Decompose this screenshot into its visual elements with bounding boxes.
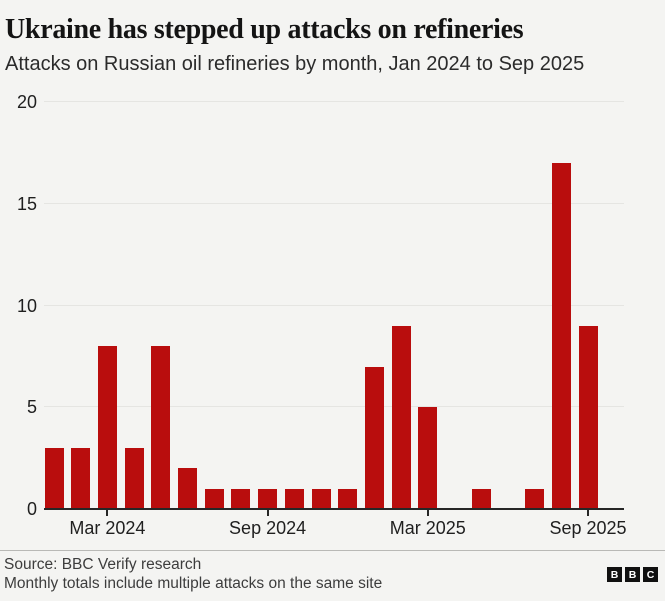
chart-subtitle: Attacks on Russian oil refineries by mon… <box>5 53 585 75</box>
y-axis-label-10: 10 <box>16 295 37 316</box>
bar-jun-2024 <box>178 468 197 509</box>
y-axis-label-0: 0 <box>26 499 37 519</box>
bbc-logo: B B C <box>607 567 658 582</box>
bar-aug-2024 <box>231 488 251 509</box>
x-axis-label-0: Mar 2024 <box>69 518 146 538</box>
bar-jan-2024 <box>44 447 64 509</box>
x-axis-tick-1 <box>266 509 269 516</box>
x-axis-label-2: Mar 2025 <box>389 518 466 538</box>
bar-feb-2024 <box>71 447 91 509</box>
bar-chart-plot-area: 0 5 10 15 20 Mar 2024 Sep 2024 Mar 2025 Sep 2025 <box>17 93 627 538</box>
bar-mar-2025 <box>418 407 438 509</box>
page-title: Ukraine has stepped up attacks on refine… <box>5 14 524 45</box>
y-axis-label-20: 20 <box>16 92 37 112</box>
source-block: Source: BBC Verify research Monthly tota… <box>4 556 382 593</box>
y-axis-label-15: 15 <box>16 193 37 214</box>
gridline-10 <box>44 304 624 306</box>
bar-jul-2024 <box>204 488 224 509</box>
bar-apr-2024 <box>124 447 144 509</box>
x-axis-tick-3 <box>587 509 589 516</box>
bar-jul-2025 <box>525 488 545 509</box>
bar-oct-2024 <box>284 488 304 509</box>
bar-may-2024 <box>151 346 171 509</box>
y-axis-label-5: 5 <box>26 397 37 418</box>
x-axis-tick-2 <box>426 509 429 516</box>
bar-feb-2025 <box>391 325 411 509</box>
bbc-logo-letter: B <box>625 567 640 582</box>
bar-dec-2024 <box>338 488 358 509</box>
bar-nov-2024 <box>311 488 331 509</box>
bar-mar-2024 <box>97 346 117 509</box>
bar-jan-2025 <box>364 366 384 509</box>
gridline-15 <box>44 202 624 204</box>
bar-sep-2024 <box>258 488 278 509</box>
bar-aug-2025 <box>551 163 571 509</box>
gridline-20 <box>44 101 624 102</box>
bbc-logo-letter: C <box>643 567 658 582</box>
bar-may-2025 <box>471 488 491 509</box>
footer-divider <box>0 550 665 551</box>
bar-sep-2025 <box>578 325 598 509</box>
x-axis-tick-0 <box>106 509 109 516</box>
footnote-text: Monthly totals include multiple attacks … <box>4 574 383 592</box>
x-axis-label-3: Sep 2025 <box>549 518 627 538</box>
source-text: Source: BBC Verify research <box>4 556 202 573</box>
x-axis-line <box>44 508 624 510</box>
x-axis-label-1: Sep 2024 <box>229 518 307 538</box>
gridline-5 <box>44 406 624 408</box>
bbc-logo-letter: B <box>607 567 622 582</box>
